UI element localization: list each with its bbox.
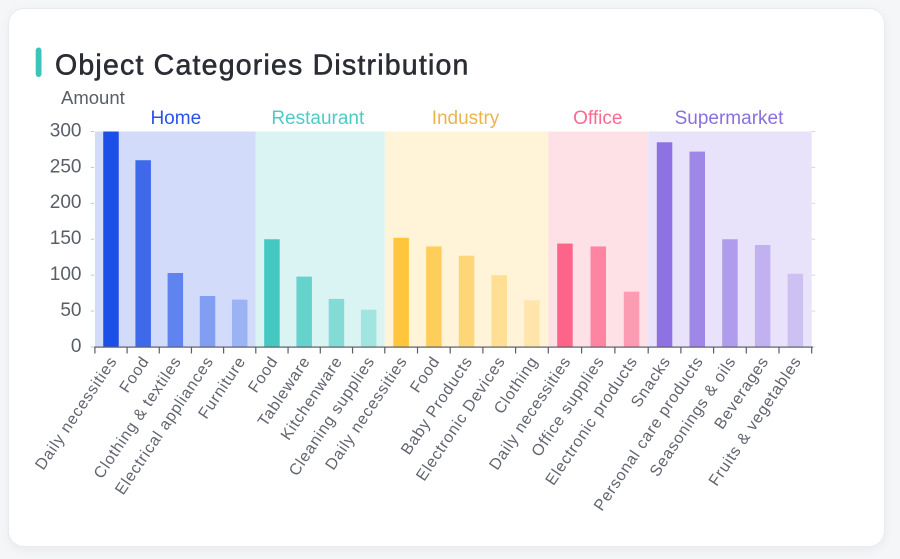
svg-text:250: 250	[50, 156, 82, 177]
svg-text:Office: Office	[573, 108, 622, 129]
svg-text:Supermarket: Supermarket	[675, 108, 784, 129]
svg-text:Industry: Industry	[432, 108, 500, 129]
svg-text:0: 0	[71, 336, 82, 357]
svg-text:Object Categories Distribution: Object Categories Distribution	[55, 50, 470, 82]
svg-text:Restaurant: Restaurant	[271, 108, 365, 129]
svg-text:Amount: Amount	[61, 87, 125, 108]
svg-text:150: 150	[50, 228, 82, 249]
svg-text:50: 50	[60, 300, 81, 321]
svg-text:300: 300	[50, 120, 82, 141]
svg-text:100: 100	[50, 264, 82, 285]
svg-text:200: 200	[50, 192, 82, 213]
svg-text:Home: Home	[150, 108, 201, 129]
